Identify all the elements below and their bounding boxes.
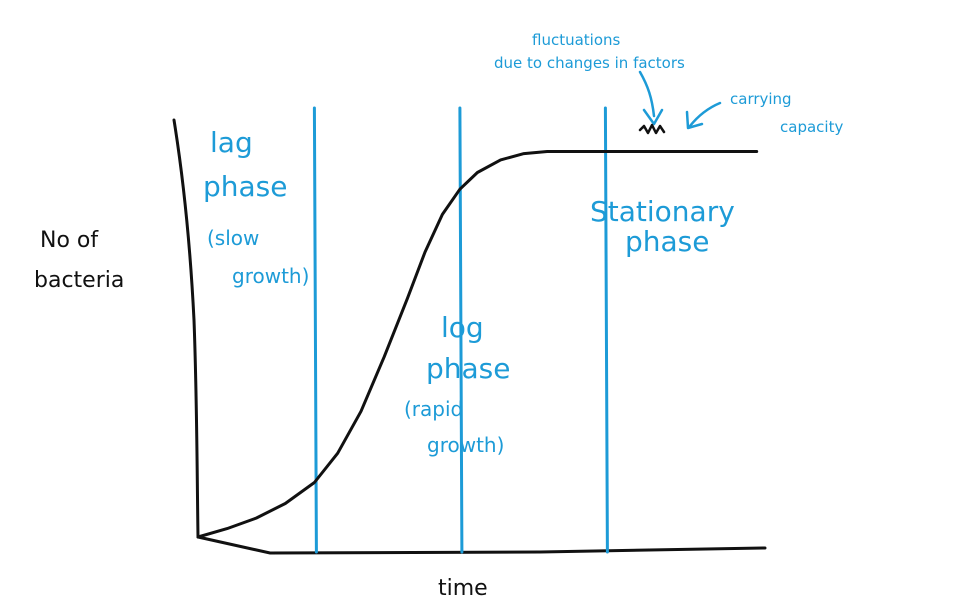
carrying-capacity-arrow-head [685, 110, 704, 130]
phase-1-label-line-2: phase [203, 170, 288, 203]
phase-divider-3 [603, 106, 609, 554]
carrying-capacity-annotation-line-2: capacity [780, 118, 843, 136]
annotation-layer [638, 70, 722, 135]
fluctuations-arrow [638, 70, 656, 118]
phase-2-label-line-2: phase [426, 352, 511, 385]
x-axis-label: time [438, 576, 488, 601]
carrying-capacity-annotation-line-1: carrying [730, 90, 792, 108]
phase-3-label-line-1: Stationary [590, 195, 735, 228]
y-axis [172, 118, 200, 539]
growth-curve-line [196, 150, 759, 539]
phase-divider-1 [312, 106, 318, 554]
y-axis-label-line-1: No of [40, 228, 99, 253]
phase-divider-2 [458, 106, 464, 554]
text-layer: No of bacteria time lag phase (slow grow… [34, 31, 843, 601]
fluctuations-annotation-line-2: due to changes in factors [494, 54, 685, 72]
phase-1-note-line-1: (slow [207, 226, 259, 250]
phase-1-label-line-1: lag [210, 126, 253, 159]
axes-layer [172, 118, 767, 555]
curve-layer [196, 150, 759, 539]
phase-3-label-line-2: phase [625, 225, 710, 258]
x-axis [196, 535, 767, 555]
fluctuations-annotation-line-1: fluctuations [532, 31, 621, 49]
phase-1-note-line-2: growth) [232, 264, 309, 288]
carrying-capacity-arrow [688, 101, 722, 128]
fluctuation-squiggle [638, 123, 666, 135]
phase-2-note-line-2: growth) [427, 433, 504, 457]
y-axis-label-line-2: bacteria [34, 268, 124, 293]
phase-2-label-line-1: log [441, 311, 484, 344]
fluctuations-arrow-head [642, 108, 664, 126]
phase-2-note-line-1: (rapid [404, 397, 463, 421]
